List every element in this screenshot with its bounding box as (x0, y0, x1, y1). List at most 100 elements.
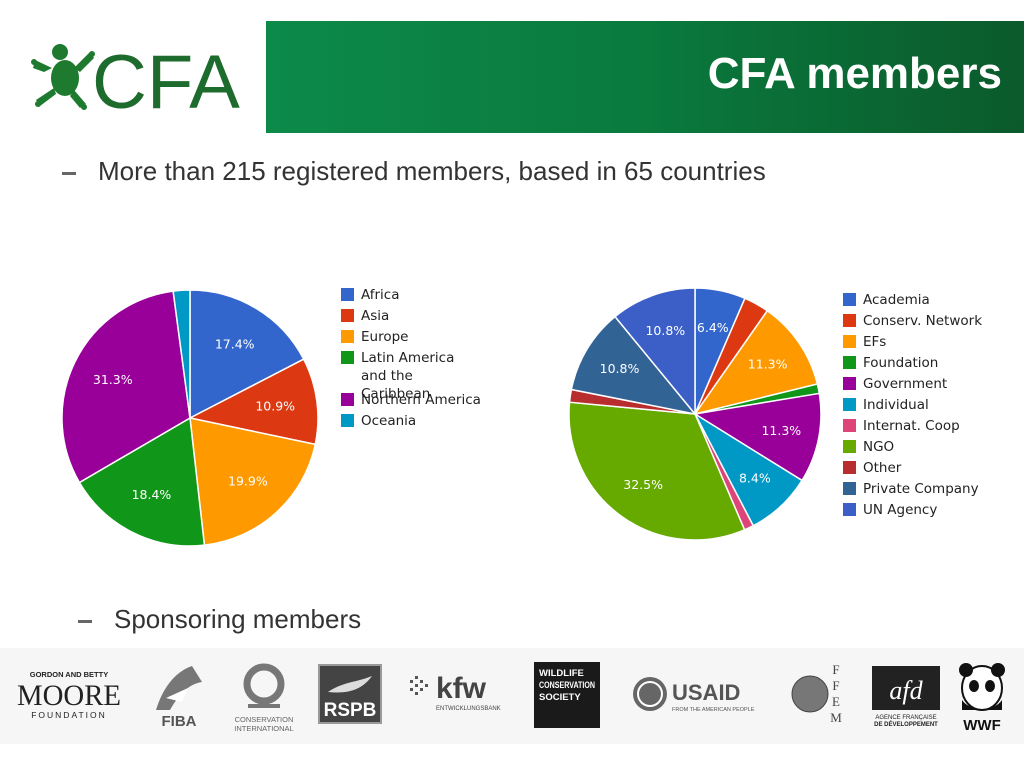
legend-item-government: Government (843, 375, 993, 396)
data-label-efs: 11.3% (748, 356, 788, 371)
legend-label: EFs (863, 334, 887, 350)
legend-item-individual: Individual (843, 396, 993, 417)
legend-member-types: Academia Conserv. Network EFs Foundation Gov… (843, 291, 993, 522)
data-label-europe: 19.9% (228, 474, 268, 489)
pie-chart-member-types: 6.4% 11.3% 11.3% 8.4% 32.5% 10.8% 10.8% (568, 287, 822, 541)
svg-text:SOCIETY: SOCIETY (539, 692, 581, 703)
cfa-logo: CFA (31, 40, 240, 118)
pie-slice-ngo (568, 401, 746, 541)
data-label-individual: 8.4% (739, 471, 771, 486)
data-label-un-agency: 10.8% (645, 323, 685, 338)
rspb-logo: RSPB (318, 664, 382, 724)
svg-text:F: F (832, 662, 839, 677)
pie-slice-un-agency (613, 287, 696, 417)
svg-text:WILDLIFE: WILDLIFE (539, 668, 584, 679)
data-label-northern-america: 31.3% (93, 372, 133, 387)
legend-label: Other (863, 460, 902, 476)
bird-icon (328, 676, 372, 693)
legend-item-academia: Academia (843, 291, 993, 312)
title-banner: CFA members (266, 21, 1024, 133)
legend-label: Africa (361, 287, 400, 303)
svg-text:M: M (830, 710, 842, 725)
data-label-academia: 6.4% (697, 320, 729, 335)
svg-text:E: E (832, 694, 840, 709)
legend-label: Individual (863, 397, 929, 413)
legend-item-africa: Africa (341, 286, 491, 307)
legend-label: Oceania (361, 413, 417, 429)
svg-text:WWF: WWF (963, 717, 1000, 734)
legend-item-oceania: Oceania (341, 412, 491, 433)
svg-text:FIBA: FIBA (162, 713, 197, 730)
pie-slice-oceania (172, 289, 191, 419)
data-label-government: 11.3% (761, 423, 801, 438)
svg-text:DE DÉVELOPPEMENT: DE DÉVELOPPEMENT (874, 720, 938, 728)
legend-item-latin-america-and-the-caribbean: Latin America and the Caribbean (341, 349, 491, 402)
legend-swatch (843, 461, 856, 474)
svg-text:INTERNATIONAL: INTERNATIONAL (234, 724, 293, 733)
page-title: CFA members (707, 49, 1002, 98)
legend-item-europe: Europe (341, 328, 491, 349)
svg-text:GORDON AND BETTY: GORDON AND BETTY (30, 670, 108, 679)
legend-swatch (843, 293, 856, 306)
legend-label: Northern America (361, 392, 481, 408)
legend-item-foundation: Foundation (843, 354, 993, 375)
svg-text:afd: afd (889, 676, 923, 705)
legend-label: Internat. Coop (863, 418, 960, 434)
legend-label: Academia (863, 292, 930, 308)
legend-label: Private Company (863, 481, 979, 497)
svg-text:FOUNDATION: FOUNDATION (31, 710, 107, 720)
data-label-asia: 10.9% (255, 398, 295, 413)
legend-swatch (843, 335, 856, 348)
pie-chart-regions: 17.4% 10.9% 19.9% 18.4% 31.3% (61, 289, 319, 547)
legend-item-other: Other (843, 459, 993, 480)
legend-label: Latin America and the Caribbean (361, 350, 455, 402)
svg-text:RSPB: RSPB (324, 700, 377, 721)
legend-label: UN Agency (863, 502, 938, 518)
pie-slice-europe (189, 417, 317, 547)
bullet-text: More than 215 registered members, based … (98, 156, 766, 186)
globe-icon (792, 676, 828, 712)
bullet-registered-members: More than 215 registered members, based … (62, 156, 766, 187)
pie-slice-private-company (570, 315, 697, 416)
legend-swatch (341, 309, 354, 322)
legend-swatch (341, 414, 354, 427)
legend-swatch (843, 398, 856, 411)
legend-swatch (843, 419, 856, 432)
fiba-logo: FIBA (156, 666, 202, 730)
svg-text:F: F (832, 678, 839, 693)
legend-label: Government (863, 376, 948, 392)
bullet-text: Sponsoring members (114, 604, 362, 634)
pie-slice-africa (189, 289, 305, 420)
sponsor-logos: GORDON AND BETTY MOORE FOUNDATION FIBA C… (0, 648, 1024, 744)
moore-foundation-logo: GORDON AND BETTY MOORE FOUNDATION (17, 670, 121, 720)
pie-slice-latin-america-and-the-caribbean (78, 416, 206, 547)
svg-text:USAID: USAID (672, 680, 740, 705)
bullet-sponsoring-members: Sponsoring members (78, 604, 361, 635)
wwf-logo: WWF (959, 663, 1005, 734)
legend-regions: Africa Asia Europe Latin America and the Ca… (341, 286, 491, 433)
svg-text:AGENCE FRANÇAISE: AGENCE FRANÇAISE (875, 715, 936, 721)
legend-item-efs: EFs (843, 333, 993, 354)
pie-slice-asia (187, 358, 319, 446)
svg-text:CONSERVATION: CONSERVATION (539, 680, 595, 691)
conservation-international-logo: CONSERVATION INTERNATIONAL (234, 663, 294, 733)
svg-text:kfw: kfw (436, 672, 487, 705)
wildlife-conservation-society-logo: WILDLIFE CONSERVATION SOCIETY (534, 662, 600, 728)
svg-text:FROM THE AMERICAN PEOPLE: FROM THE AMERICAN PEOPLE (672, 707, 755, 713)
legend-label: Conserv. Network (863, 313, 983, 329)
ffem-logo: F F E M (791, 662, 842, 725)
frog-icon (31, 44, 95, 110)
afd-logo: afd AGENCE FRANÇAISE DE DÉVELOPPEMENT (872, 666, 940, 728)
svg-text:ENTWICKLUNGSBANK: ENTWICKLUNGSBANK (436, 706, 501, 712)
bird-icon (166, 688, 188, 702)
legend-swatch (843, 503, 856, 516)
panda-icon (959, 663, 1005, 711)
legend-swatch (341, 288, 354, 301)
svg-text:CONSERVATION: CONSERVATION (235, 715, 294, 724)
legend-swatch (843, 356, 856, 369)
legend-swatch (843, 482, 856, 495)
kfw-logo: kfw ENTWICKLUNGSBANK (410, 672, 501, 712)
legend-item-ngo: NGO (843, 438, 993, 459)
legend-label: Foundation (863, 355, 939, 371)
legend-label: Asia (361, 308, 390, 324)
